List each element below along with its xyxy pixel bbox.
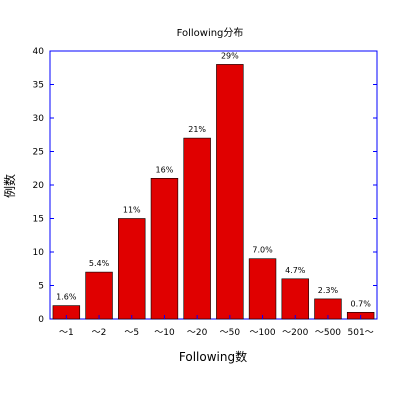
bar-data-label: 21% bbox=[188, 125, 206, 134]
bar bbox=[216, 64, 244, 320]
x-tick-label: 〜5 bbox=[124, 328, 139, 338]
bar-data-label: 16% bbox=[156, 165, 174, 174]
y-tick-label: 5 bbox=[38, 282, 44, 292]
bar-data-label: 7.0% bbox=[252, 246, 273, 255]
y-tick-label: 20 bbox=[33, 181, 45, 191]
x-tick-label: 〜50 bbox=[220, 328, 241, 338]
x-tick-label: 〜20 bbox=[187, 328, 208, 338]
y-tick-label: 40 bbox=[33, 47, 45, 57]
bar bbox=[248, 258, 277, 320]
y-tick-label: 15 bbox=[33, 215, 44, 225]
x-tick-label: 〜500 bbox=[315, 328, 341, 338]
bar-data-label: 1.6% bbox=[56, 293, 77, 302]
y-tick-label: 10 bbox=[33, 248, 45, 258]
bar bbox=[118, 218, 146, 320]
x-tick-label: 〜1 bbox=[59, 328, 74, 338]
x-tick-label: 〜2 bbox=[92, 328, 107, 338]
x-tick-label: 501〜 bbox=[348, 328, 374, 338]
y-tick-label: 30 bbox=[33, 114, 45, 124]
bar-data-label: 29% bbox=[221, 51, 239, 60]
y-tick-label: 0 bbox=[38, 315, 44, 325]
y-axis-label: 例数 bbox=[2, 174, 17, 198]
bar-data-label: 4.7% bbox=[285, 266, 306, 275]
bar bbox=[183, 137, 211, 320]
x-tick-label: 〜10 bbox=[154, 328, 175, 338]
y-tick-label: 35 bbox=[33, 81, 44, 91]
chart-title: Following分布 bbox=[177, 27, 244, 39]
bar-data-label: 2.3% bbox=[318, 286, 339, 295]
bar bbox=[281, 278, 309, 320]
x-tick-label: 〜100 bbox=[249, 328, 275, 338]
bar-data-label: 0.7% bbox=[350, 299, 371, 308]
bar-data-label: 5.4% bbox=[89, 259, 110, 268]
y-tick-label: 25 bbox=[33, 148, 44, 158]
bar bbox=[85, 271, 113, 320]
x-axis-label: Following数 bbox=[179, 349, 247, 364]
bar-data-label: 11% bbox=[123, 206, 141, 215]
bar bbox=[150, 178, 179, 320]
x-tick-label: 〜200 bbox=[282, 328, 308, 338]
